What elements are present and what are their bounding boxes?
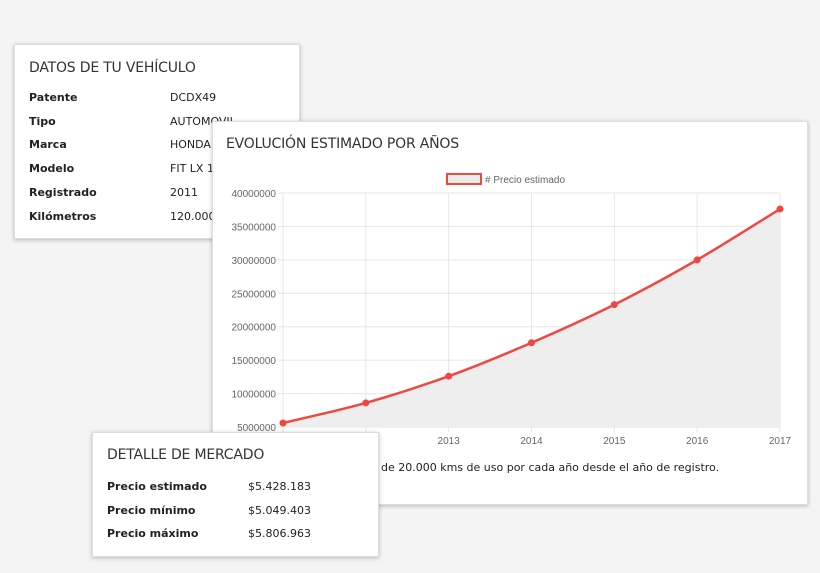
- row-value: HONDA: [170, 138, 211, 152]
- row-label: Registrado: [29, 185, 97, 199]
- row-value: FIT LX 1.: [170, 162, 218, 176]
- row-label: Marca: [29, 138, 67, 152]
- row-label: Modelo: [29, 162, 75, 176]
- y-tick-label: 35000000: [232, 222, 277, 233]
- data-point: [693, 256, 701, 264]
- y-tick-label: 25000000: [232, 289, 277, 300]
- y-tick-label: 40000000: [232, 189, 277, 200]
- x-tick-label: 2014: [520, 436, 543, 447]
- x-tick-label: 2015: [603, 436, 626, 447]
- price-chart: 5000000 10000000 15000000 20000000 25000000 3…: [232, 173, 792, 447]
- data-point: [610, 301, 618, 309]
- row-label: Precio estimado: [107, 480, 207, 493]
- row-value: $5.806.963: [248, 527, 311, 540]
- evolution-note: de 20.000 kms de uso por cada año desde …: [381, 461, 720, 474]
- data-point: [445, 372, 453, 380]
- vehicle-title: DATOS DE TU VEHÍCULO: [29, 60, 196, 76]
- row-label: Patente: [29, 91, 78, 104]
- row-label: Tipo: [29, 114, 56, 128]
- row-label: Kilómetros: [29, 209, 97, 223]
- row-label: Precio mínimo: [107, 503, 196, 517]
- data-point: [279, 419, 287, 427]
- legend-swatch: [446, 173, 482, 185]
- data-point: [528, 339, 535, 347]
- x-tick-label: 2016: [686, 436, 709, 447]
- data-point: [776, 205, 784, 213]
- y-tick-label: 10000000: [232, 390, 277, 401]
- market-title: DETALLE DE MERCADO: [107, 447, 265, 463]
- row-value: 120.000: [170, 209, 216, 223]
- data-point: [362, 399, 370, 407]
- row-value: $5.049.403: [248, 503, 311, 517]
- row-value: $5.428.183: [248, 480, 311, 493]
- market-card: DETALLE DE MERCADO Precio estimado $5.428…: [92, 432, 379, 557]
- x-tick-label: 2017: [769, 436, 792, 447]
- legend-label: # Precio estimado: [485, 175, 565, 186]
- x-tick-label: 2013: [438, 436, 461, 447]
- row-value: 2011: [170, 185, 198, 199]
- row-label: Precio máximo: [107, 527, 199, 540]
- row-value: DCDX49: [170, 91, 217, 104]
- evolution-title: EVOLUCIÓN ESTIMADO POR AÑOS: [226, 136, 459, 152]
- y-tick-label: 20000000: [232, 323, 277, 334]
- y-tick-label: 5000000: [237, 423, 276, 434]
- y-tick-label: 15000000: [232, 356, 277, 367]
- y-tick-label: 30000000: [232, 256, 277, 267]
- area-fill: [283, 209, 780, 427]
